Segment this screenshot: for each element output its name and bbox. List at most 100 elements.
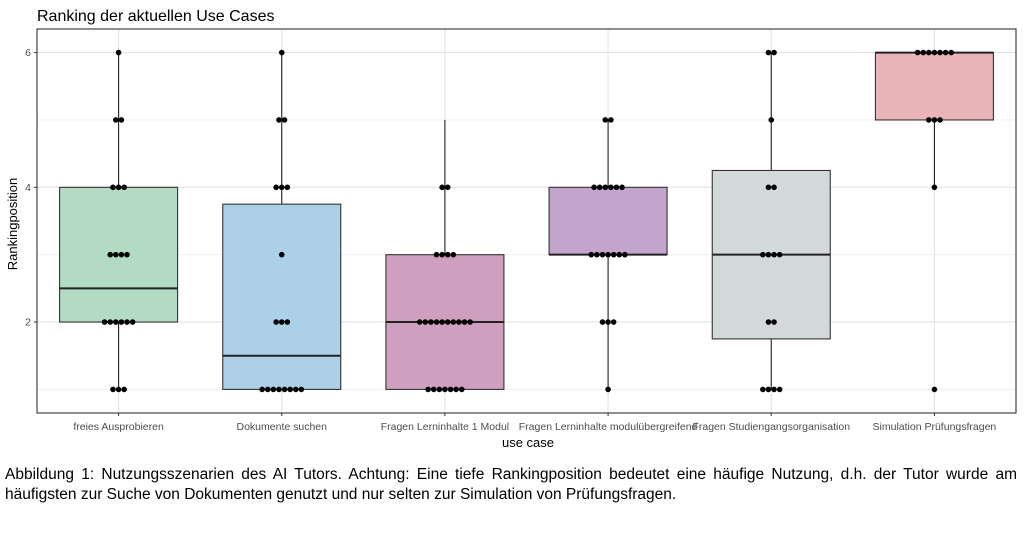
data-point [942, 49, 949, 56]
data-point [276, 117, 282, 123]
data-point [926, 49, 932, 56]
data-point [453, 386, 459, 393]
data-point [439, 319, 445, 325]
data-point [112, 319, 119, 325]
data-point [259, 386, 265, 393]
data-point [447, 386, 454, 393]
data-point [278, 184, 285, 191]
data-point [281, 117, 288, 123]
data-point [124, 319, 130, 325]
data-point [112, 117, 119, 123]
data-point [428, 319, 434, 325]
data-point [616, 251, 623, 258]
data-point [118, 319, 125, 325]
data-point [450, 319, 457, 325]
data-point [442, 386, 448, 393]
data-point [765, 251, 772, 258]
data-point [278, 49, 285, 56]
data-point [444, 184, 451, 191]
data-point [281, 386, 288, 393]
data-point [433, 251, 440, 258]
data-point [467, 319, 473, 325]
x-tick-label: freies Ausprobieren [73, 421, 164, 433]
plot-border [36, 28, 1017, 414]
data-point [270, 386, 277, 393]
data-point [926, 117, 932, 123]
data-point [765, 49, 772, 56]
data-point [115, 49, 122, 56]
data-point [605, 251, 611, 258]
data-point [588, 251, 595, 258]
data-point [276, 386, 282, 393]
data-point [115, 386, 122, 393]
box-iqr [548, 186, 668, 256]
y-tick-label: 4 [25, 182, 31, 194]
data-point [613, 184, 620, 191]
data-point [596, 184, 603, 191]
data-point [430, 386, 437, 393]
data-point [610, 319, 617, 325]
data-point [594, 251, 600, 258]
data-point [298, 386, 305, 393]
x-tick-label: Dokumente suchen [237, 421, 328, 433]
data-point [622, 251, 628, 258]
data-point [124, 251, 130, 258]
plot-panel [37, 29, 1016, 413]
data-point [439, 251, 445, 258]
data-point [287, 386, 293, 393]
x-tick-label: Simulation Prüfungsfragen [873, 421, 997, 433]
data-point [599, 251, 606, 258]
data-point [931, 117, 938, 123]
data-point [765, 184, 772, 191]
x-axis-label: use case [502, 435, 554, 450]
x-tick-label: Fragen Lerninhalte 1 Modul [381, 421, 509, 433]
data-point [771, 49, 777, 56]
data-point [760, 386, 766, 393]
data-point [771, 184, 777, 191]
data-point [608, 184, 614, 191]
data-point [591, 184, 597, 191]
data-point [771, 319, 777, 325]
data-point [118, 117, 125, 123]
data-point [118, 251, 125, 258]
data-point [101, 319, 108, 325]
y-axis-label: Rankingposition [5, 178, 20, 271]
data-point [602, 184, 609, 191]
data-point [273, 184, 279, 191]
data-point [914, 49, 921, 56]
box-iqr [874, 52, 994, 121]
data-point [760, 251, 766, 258]
data-point [284, 184, 291, 191]
data-point [129, 319, 136, 325]
data-point [110, 386, 116, 393]
data-point [931, 184, 938, 191]
y-tick-label: 2 [25, 317, 31, 329]
data-point [619, 184, 625, 191]
figure-caption: Abbildung 1: Nutzungsszenarien des AI Tu… [5, 466, 1017, 503]
data-point [948, 49, 955, 56]
data-point [121, 386, 127, 393]
data-point [602, 117, 609, 123]
data-point [433, 319, 440, 325]
data-point [422, 319, 429, 325]
data-point [605, 386, 611, 393]
data-point [278, 319, 285, 325]
chart-title: Ranking der aktuellen Use Cases [37, 8, 274, 25]
data-point [284, 319, 291, 325]
data-point [605, 319, 611, 325]
data-point [456, 319, 462, 325]
box-iqr [222, 203, 342, 390]
data-point [416, 319, 423, 325]
data-point [776, 386, 783, 393]
data-point [937, 117, 943, 123]
data-point [931, 49, 938, 56]
data-point [273, 319, 279, 325]
data-point [765, 319, 772, 325]
data-point [776, 251, 783, 258]
data-point [112, 251, 119, 258]
x-tick-label: Fragen Studiengangsorganisation [692, 421, 850, 433]
data-point [458, 386, 465, 393]
data-point [121, 184, 127, 191]
chart-canvas: Ranking der aktuellen Use Cases 2 4 6 freie… [5, 8, 1017, 450]
data-point [610, 251, 617, 258]
